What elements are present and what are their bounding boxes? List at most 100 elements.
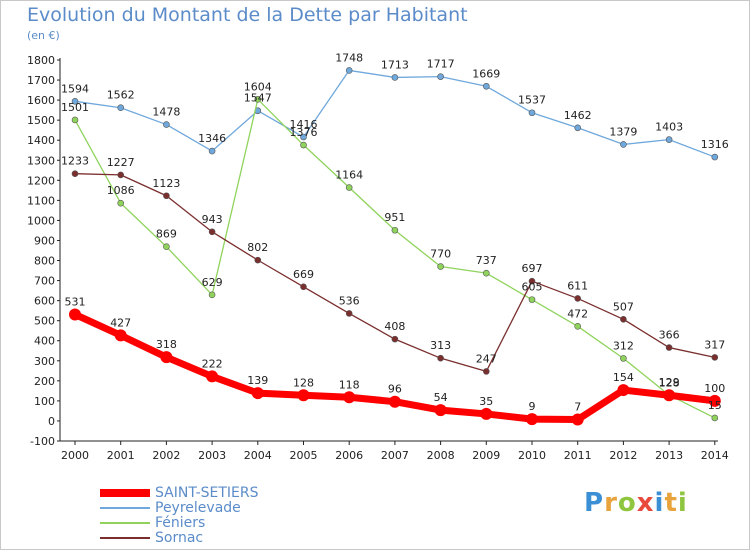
data-point bbox=[620, 355, 627, 362]
x-tick-label: 2003 bbox=[198, 449, 226, 462]
data-label: 313 bbox=[430, 339, 451, 352]
y-tick-label: -100 bbox=[30, 435, 55, 448]
data-point bbox=[163, 192, 170, 200]
data-point bbox=[437, 73, 444, 80]
data-label: 1086 bbox=[107, 184, 135, 197]
logo-letter: t bbox=[664, 488, 678, 518]
data-point bbox=[434, 404, 447, 417]
data-point bbox=[391, 74, 399, 81]
logo-letter: x bbox=[636, 488, 655, 518]
data-label: 1233 bbox=[61, 155, 89, 168]
data-point bbox=[711, 414, 719, 422]
y-tick-label: 0 bbox=[48, 415, 55, 428]
data-label: 1717 bbox=[427, 58, 455, 71]
data-point bbox=[528, 277, 536, 285]
data-label: 128 bbox=[293, 376, 314, 389]
data-point bbox=[482, 368, 490, 375]
x-tick-label: 2009 bbox=[472, 449, 500, 462]
y-tick-label: 700 bbox=[34, 275, 55, 288]
data-label: 129 bbox=[659, 376, 680, 389]
data-point bbox=[665, 344, 673, 351]
legend-swatch bbox=[100, 489, 150, 497]
data-label: 15 bbox=[708, 399, 722, 412]
data-label: 536 bbox=[339, 294, 360, 307]
data-point bbox=[163, 121, 170, 128]
data-label: 1669 bbox=[472, 67, 500, 80]
data-point bbox=[345, 67, 353, 74]
data-point bbox=[391, 226, 399, 234]
x-tick-label: 2006 bbox=[335, 449, 363, 462]
data-point bbox=[526, 413, 538, 426]
data-point bbox=[208, 147, 216, 155]
data-label: 943 bbox=[202, 213, 223, 226]
y-tick-label: 1400 bbox=[27, 134, 55, 147]
data-label: 1748 bbox=[335, 51, 363, 64]
legend-item: Féniers bbox=[100, 515, 205, 531]
data-point bbox=[482, 82, 490, 90]
data-label: 312 bbox=[613, 339, 634, 352]
data-label: 7 bbox=[574, 401, 581, 414]
data-point bbox=[345, 310, 353, 317]
y-tick-label: 1600 bbox=[27, 94, 55, 107]
data-label: 1416 bbox=[290, 118, 318, 131]
data-label: 1316 bbox=[701, 138, 729, 151]
data-label: 1346 bbox=[198, 132, 226, 145]
data-point bbox=[114, 329, 127, 342]
x-tick-label: 2014 bbox=[701, 449, 729, 462]
x-tick-label: 2005 bbox=[290, 449, 318, 462]
y-tick-label: 1100 bbox=[27, 194, 55, 207]
data-label: 1604 bbox=[244, 80, 272, 93]
data-label: 118 bbox=[339, 378, 360, 391]
data-point bbox=[206, 370, 219, 383]
data-label: 317 bbox=[704, 338, 725, 351]
legend-label: SAINT-SETIERS bbox=[155, 485, 259, 501]
data-point bbox=[117, 104, 124, 112]
y-tick-label: 200 bbox=[34, 375, 55, 388]
data-label: 1376 bbox=[290, 126, 318, 139]
data-label: 1227 bbox=[107, 156, 135, 169]
data-point bbox=[343, 391, 356, 404]
data-point bbox=[69, 308, 81, 321]
logo-letter: r bbox=[604, 488, 618, 518]
legend-label: Sornac bbox=[155, 530, 204, 546]
y-tick-label: 1500 bbox=[27, 114, 55, 127]
data-point bbox=[251, 387, 264, 400]
data-label: 1478 bbox=[152, 106, 180, 119]
x-tick-label: 2011 bbox=[564, 449, 592, 462]
data-point bbox=[620, 315, 627, 323]
data-label: 1123 bbox=[152, 177, 180, 190]
data-point bbox=[711, 354, 719, 361]
data-label: 427 bbox=[110, 316, 131, 329]
data-point bbox=[300, 141, 307, 149]
data-label: 611 bbox=[567, 279, 588, 292]
data-point bbox=[388, 395, 401, 408]
y-tick-label: 400 bbox=[34, 335, 55, 348]
legend-swatch bbox=[100, 507, 150, 509]
data-label: 802 bbox=[247, 241, 268, 254]
data-label: 669 bbox=[293, 268, 314, 281]
legend-label: Féniers bbox=[155, 515, 206, 531]
data-label: 1547 bbox=[244, 92, 272, 105]
data-label: 1537 bbox=[518, 94, 546, 107]
x-tick-label: 2001 bbox=[107, 449, 135, 462]
x-tick-label: 2012 bbox=[609, 449, 637, 462]
data-label: 605 bbox=[522, 281, 543, 294]
data-point bbox=[71, 170, 79, 177]
data-label: 408 bbox=[384, 320, 405, 333]
logo-letter: i bbox=[677, 488, 688, 518]
logo-letter: i bbox=[654, 488, 665, 518]
data-label: 737 bbox=[476, 254, 497, 267]
data-label: 1379 bbox=[609, 125, 637, 138]
data-point bbox=[482, 269, 490, 277]
data-point bbox=[574, 124, 582, 132]
data-point bbox=[574, 322, 582, 330]
data-label: 869 bbox=[156, 228, 177, 241]
data-label: 35 bbox=[479, 395, 493, 408]
data-point bbox=[297, 389, 310, 402]
data-label: 1164 bbox=[335, 169, 363, 182]
data-point bbox=[708, 394, 721, 407]
data-point bbox=[71, 116, 79, 124]
data-label: 697 bbox=[522, 262, 543, 275]
data-label: 154 bbox=[613, 371, 634, 384]
